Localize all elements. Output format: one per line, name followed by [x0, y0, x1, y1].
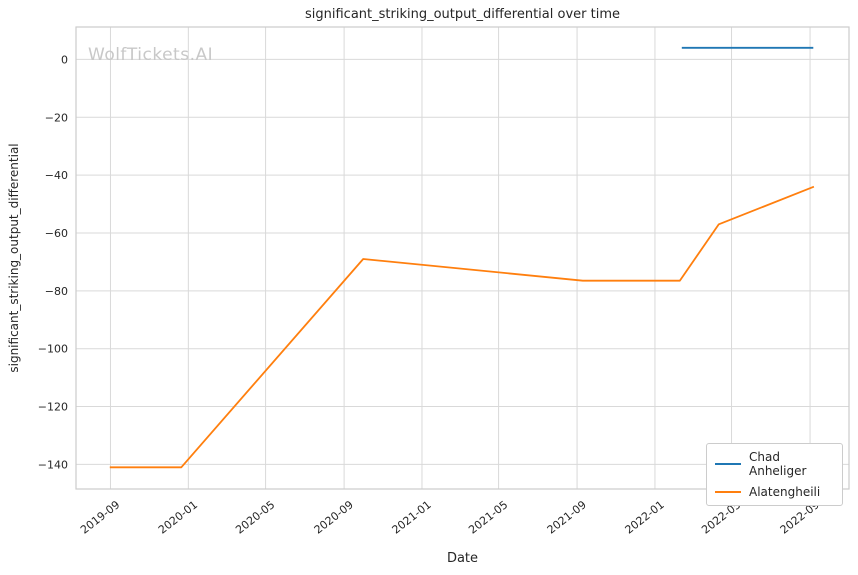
y-tick-label: −100 [38, 343, 68, 356]
y-tick-label: −20 [45, 111, 68, 124]
x-tick-label: 2022-01 [623, 498, 667, 537]
legend-swatch-chad-anheliger [715, 463, 741, 465]
chart-title: significant_striking_output_differential… [305, 7, 620, 22]
legend-swatch-alatengheili [715, 491, 741, 493]
x-tick-label: 2020-09 [312, 498, 356, 537]
legend-label-chad-anheliger: Chad Anheliger [749, 450, 807, 478]
x-axis-label: Date [446, 551, 479, 566]
y-tick-label: −80 [45, 285, 68, 298]
legend-item: Chad Anheliger [715, 450, 834, 478]
y-tick-label: −60 [45, 227, 68, 240]
legend-label-alatengheili: Alatengheili [749, 485, 821, 499]
legend: Chad Anheliger Alatengheili [706, 443, 843, 506]
y-tick-label: −120 [38, 401, 68, 414]
series-line-alatengheili [109, 185, 815, 469]
x-tick-label: 2020-01 [156, 498, 200, 537]
watermark: WolfTickets.AI [88, 45, 214, 65]
y-tick-label: −40 [45, 169, 68, 182]
x-tick-label: 2020-05 [233, 498, 277, 537]
y-axis-label: significant_striking_output_differential [7, 143, 21, 373]
x-tick-label: 2021-09 [545, 498, 589, 537]
legend-item: Alatengheili [715, 485, 834, 499]
x-tick-label: 2019-09 [78, 498, 122, 537]
y-tick-label: 0 [61, 53, 68, 66]
plot-border [75, 26, 850, 490]
x-tick-label: 2021-01 [390, 498, 434, 537]
x-tick-label: 2021-05 [466, 498, 510, 537]
y-tick-label: −140 [38, 458, 68, 471]
